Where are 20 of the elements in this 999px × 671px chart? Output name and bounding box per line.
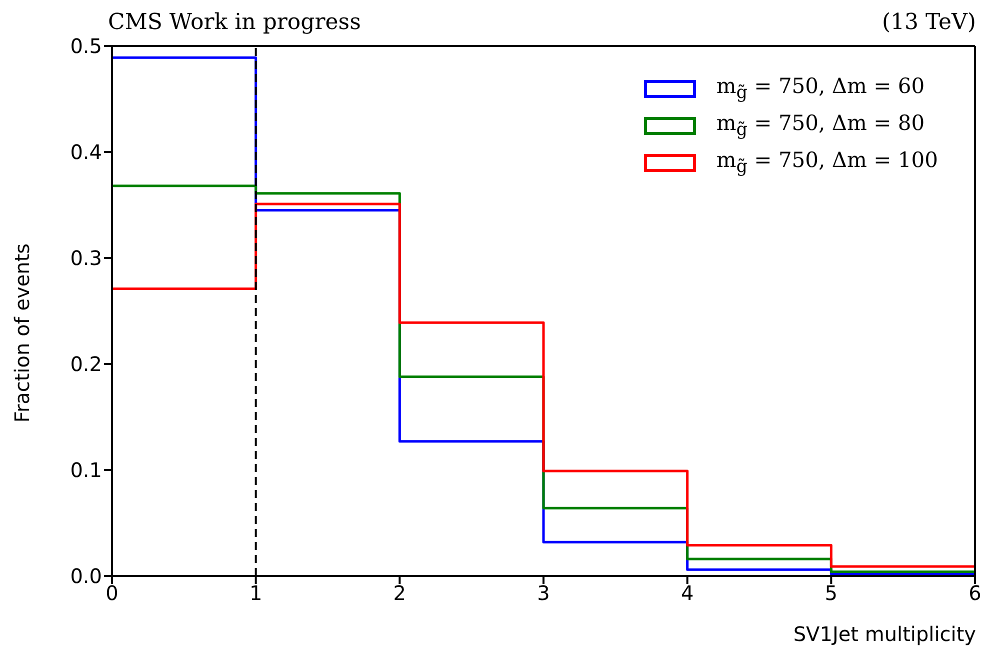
y-tick-label: 0.5	[70, 34, 102, 58]
y-axis-title: Fraction of events	[10, 243, 34, 423]
y-tick-label: 0.0	[70, 564, 102, 588]
legend-label: m$_{g̃}$ = 750, Δm = 100	[716, 148, 938, 178]
chart-title: CMS Work in progress	[108, 10, 361, 35]
x-tick-label: 2	[393, 581, 406, 606]
x-tick-label: 5	[824, 581, 838, 606]
x-tick-label: 0	[106, 581, 118, 606]
y-tick-label: 0.2	[70, 352, 102, 376]
text: (13 TeV)	[882, 10, 976, 35]
x-tick-label: 6	[968, 581, 982, 606]
y-tick-label: 0.1	[70, 458, 102, 482]
x-axis-title: SV1Jet multiplicity	[793, 622, 976, 646]
x-tick-label: 1	[249, 581, 262, 606]
legend-label: m$_{g̃}$ = 750, Δm = 60	[716, 74, 925, 104]
legend-label: m$_{g̃}$ = 750, Δm = 80	[716, 111, 925, 140]
y-tick-label: 0.3	[70, 246, 102, 270]
y-tick-label: 0.4	[70, 140, 102, 164]
x-tick-label: 4	[680, 581, 694, 606]
x-tick-label: 3	[537, 581, 550, 606]
